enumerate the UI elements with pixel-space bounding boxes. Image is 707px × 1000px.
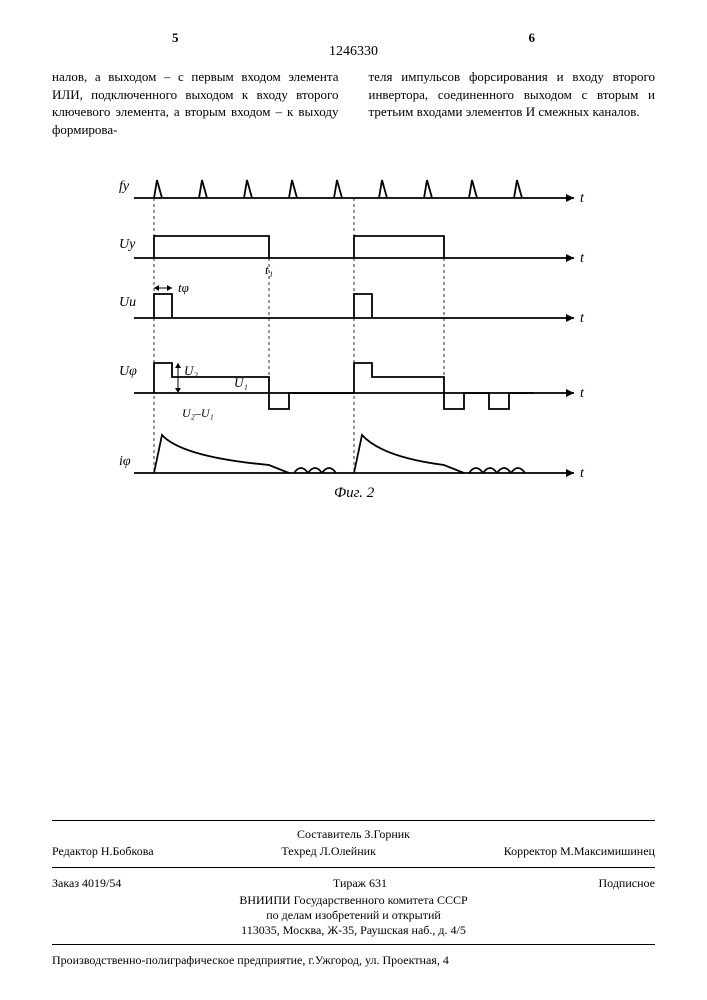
svg-text:Фиг. 2: Фиг. 2 [334,485,375,501]
svg-text:Uу: Uу [119,237,136,252]
svg-text:Uи: Uи [119,295,136,310]
podpisnoe: Подписное [599,876,656,891]
timing-diagram: tfуtUуt₁tUиtφtUφU₂U₁U₂–U₁tiφФиг. 2 [119,173,589,553]
doc-number: 1246330 [52,44,655,60]
svg-text:iφ: iφ [119,454,131,469]
svg-text:U₂–U₁: U₂–U₁ [182,406,214,420]
printer: Производственно-полиграфическое предприя… [52,951,655,970]
org2: по делам изобретений и открытий [52,908,655,923]
org1: ВНИИПИ Государственного комитета СССР [52,893,655,908]
svg-text:U₂: U₂ [184,363,198,378]
tech: Техред Л.Олейник [281,844,376,859]
svg-text:tφ: tφ [178,280,189,295]
svg-text:t: t [580,466,585,481]
tirazh: Тираж 631 [333,876,387,891]
svg-text:t: t [580,191,585,206]
svg-text:fу: fу [119,179,130,194]
footer: Составитель З.Горник Редактор Н.Бобкова … [52,814,655,970]
editor: Редактор Н.Бобкова [52,844,154,859]
svg-text:t: t [580,386,585,401]
svg-text:t: t [580,251,585,266]
figure-2: tfуtUуt₁tUиtφtUφU₂U₁U₂–U₁tiφФиг. 2 [52,173,655,553]
order: Заказ 4019/54 [52,876,121,891]
addr: 113035, Москва, Ж-35, Раушская наб., д. … [52,923,655,938]
left-column-text: налов, а выходом – с первым входом элеме… [52,68,339,138]
compiler: Составитель З.Горник [52,827,655,842]
text-columns: налов, а выходом – с первым входом элеме… [52,68,655,138]
svg-text:U₁: U₁ [234,375,248,390]
corrector: Корректор М.Максимишинец [504,844,655,859]
svg-text:Uφ: Uφ [119,364,137,379]
col-num-left: 5 [172,30,179,46]
right-column-text: теля импульсов форсирования и входу втор… [369,68,656,138]
svg-text:t: t [580,311,585,326]
col-num-right: 6 [529,30,536,46]
